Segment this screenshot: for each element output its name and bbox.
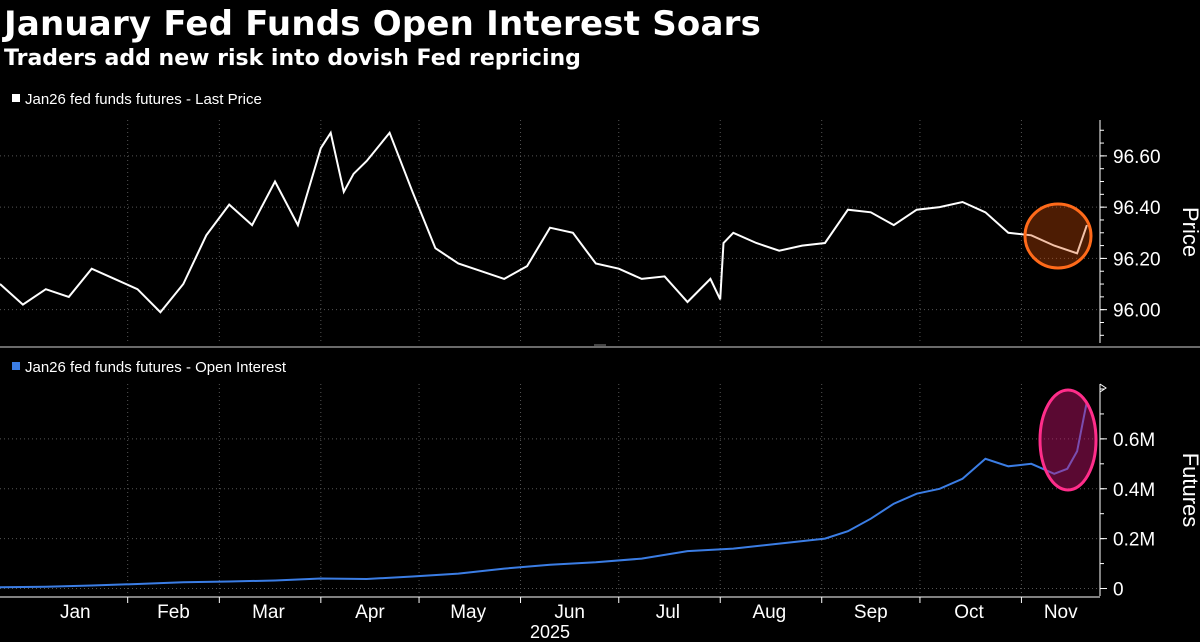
oi-legend-swatch [12,362,20,370]
oi-y-tick-label: 0.4M [1113,480,1155,501]
price-panel: Jan26 fed funds futures - Last Price 96.… [0,91,1200,343]
x-tick-label: Sep [854,602,888,623]
oi-series-line [0,401,1088,589]
price-y-tick-label: 96.60 [1113,147,1161,168]
oi-y-axis-arrow [1099,383,1107,393]
price-y-axis-label: Price [1178,207,1200,257]
price-legend-label: Jan26 fed funds futures - Last Price [25,91,262,108]
chart-title: January Fed Funds Open Interest Soars [4,4,762,44]
x-tick-label: Oct [954,602,984,623]
price-highlight-circle [1023,202,1093,270]
oi-y-tick-label: 0 [1113,580,1124,601]
x-tick-label: Aug [752,602,786,623]
x-tick-label: Feb [157,602,190,623]
price-y-axis: 96.00 96.20 96.40 96.60 [1099,120,1161,343]
oi-legend-label: Jan26 fed funds futures - Open Interest [25,359,287,376]
price-series-line [0,130,1088,314]
x-tick-label: Nov [1044,602,1078,623]
oi-y-axis-label: Futures [1178,453,1200,528]
price-y-tick-label: 96.40 [1113,198,1161,219]
oi-y-tick-label: 0.6M [1113,430,1155,451]
x-tick-label: Jun [554,602,585,623]
x-tick-label: May [450,602,486,623]
x-tick-label: Jan [60,602,91,623]
oi-y-tick-label: 0.2M [1113,530,1155,551]
price-gridlines [0,120,1100,343]
oi-panel: Jan26 fed funds futures - Open Interest … [0,359,1200,601]
chart-subtitle: Traders add new risk into dovish Fed rep… [4,46,581,71]
price-y-tick-label: 96.00 [1113,301,1161,322]
oi-y-axis: 0 0.2M 0.4M 0.6M [1099,383,1155,601]
x-axis-year-label: 2025 [530,622,570,642]
x-axis: Jan Feb Mar Apr May Jun Jul Aug Sep Oct Nov [0,596,1100,623]
oi-highlight-circle [1038,388,1098,492]
x-tick-label: Apr [355,602,385,623]
price-legend-swatch [12,94,20,102]
price-y-tick-label: 96.20 [1113,249,1161,270]
x-tick-label: Mar [252,602,285,623]
x-tick-label: Jul [656,602,680,623]
